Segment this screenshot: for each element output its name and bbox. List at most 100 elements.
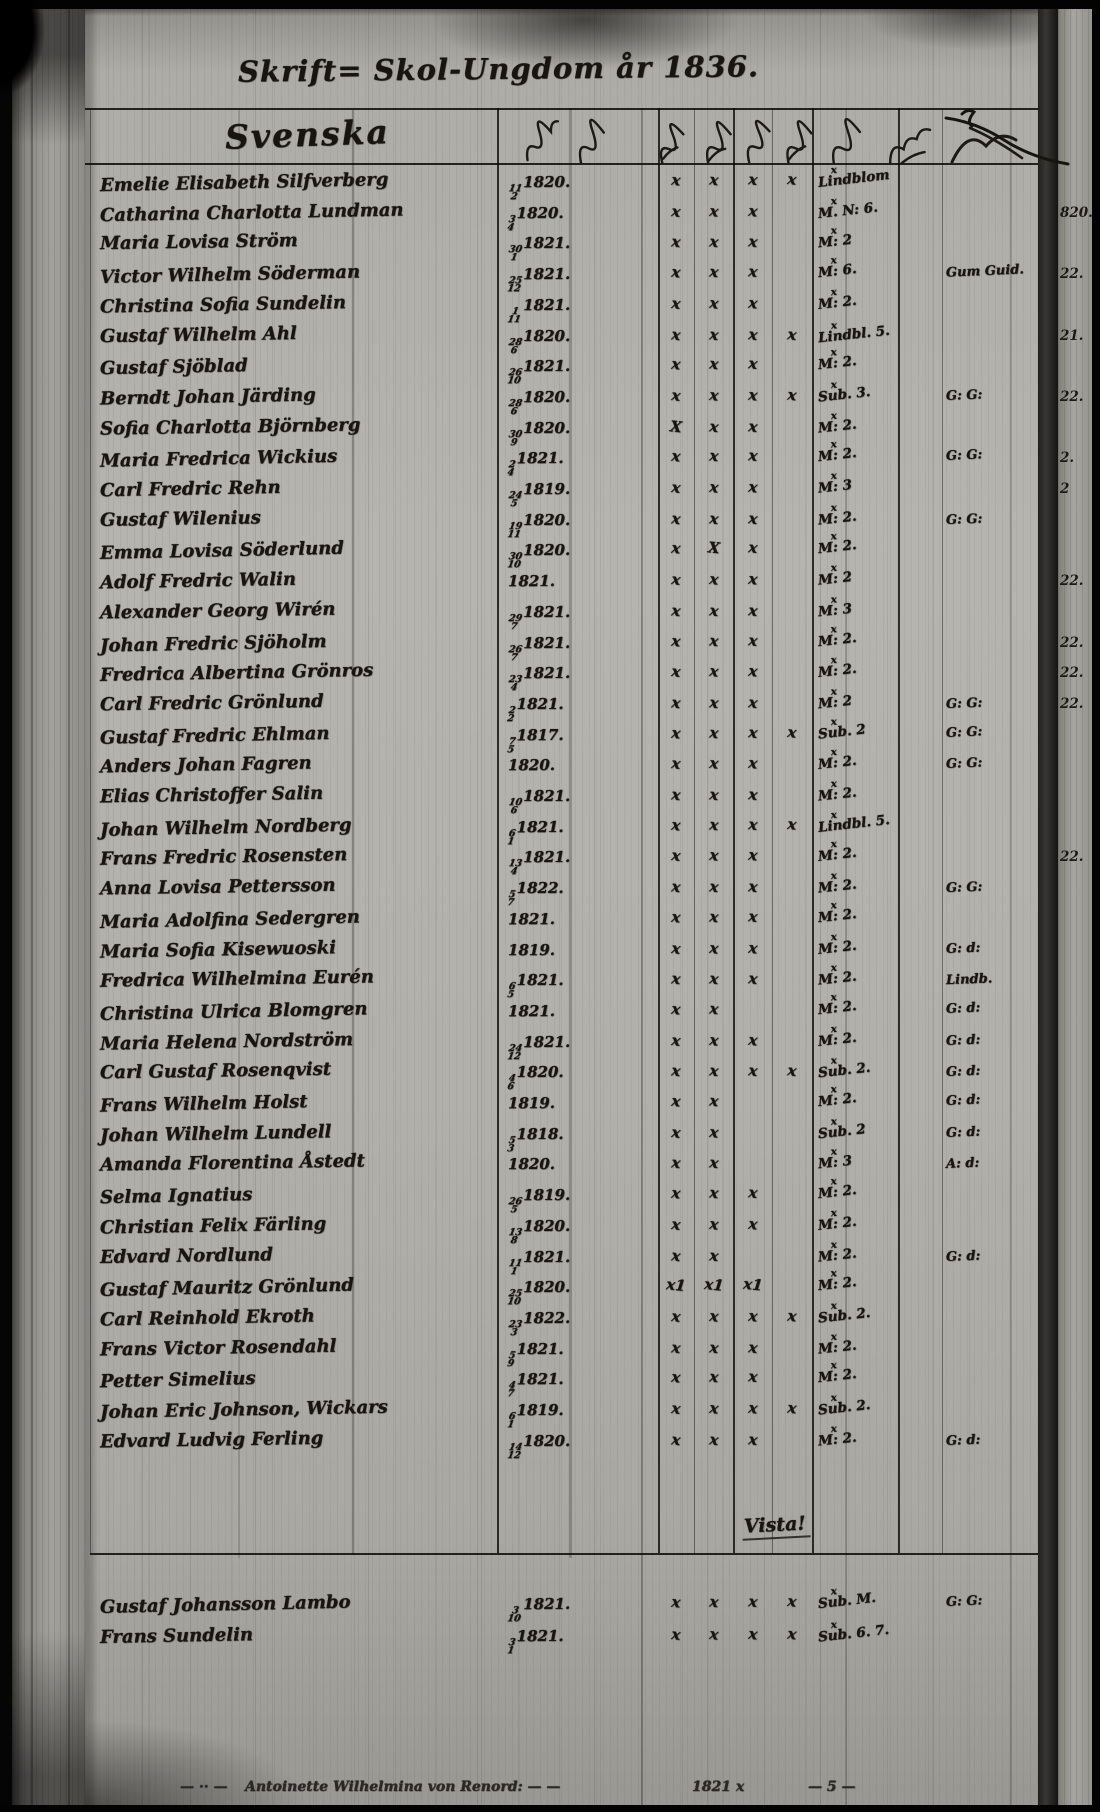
grade-note: x M: 2. [817, 900, 857, 926]
attendance-mark: x [670, 202, 682, 221]
table-row: Gustaf Wilhelm Ahl 28 6 1820. x x x x x Lindbl. 5… [0, 320, 1100, 356]
table-row: Gustaf Wilenius 19 11 1820. x x x x M: 2. G: G: [0, 503, 1100, 541]
attendance-mark: x [708, 1153, 720, 1173]
grade-note: x M: 3 [817, 1146, 853, 1172]
birth-date: 1819. [508, 941, 555, 959]
grade-text: Sub. 2. [817, 1396, 872, 1419]
student-name: Maria Sofia Kisewuoski [99, 937, 337, 963]
birth-year: 1820. [523, 1216, 571, 1236]
birth-date: 3 1 1821. [506, 1626, 564, 1656]
birth-year: 1821. [523, 233, 571, 253]
column-rule [772, 108, 773, 1553]
attendance-mark: x [747, 693, 759, 713]
birth-date: 1821. [508, 910, 555, 928]
attendance-mark: x [670, 1091, 682, 1111]
grade-text: Sub. M. [817, 1589, 877, 1613]
attendance-mark: x [747, 661, 759, 681]
birth-date: 13 4 1821. [508, 848, 570, 877]
birth-date: 25 12 1821. [507, 264, 571, 295]
birth-date: 7 5 1817. [506, 726, 564, 756]
grade-note: x M: 2. [817, 287, 857, 313]
birth-day-month: 3 10 [506, 1605, 522, 1625]
birth-date: 4 7 1821. [507, 1370, 564, 1399]
birth-date: 23 4 1821. [508, 664, 570, 693]
birth-year: 1821. [507, 909, 556, 929]
grade-note: x M: 2. [817, 655, 857, 681]
student-name: Adolf Fredric Walin [99, 568, 297, 594]
student-name: Frans Sundelin [99, 1624, 254, 1649]
grade-text: M: 6. [817, 260, 858, 282]
birth-date: 26 10 1821. [507, 356, 571, 387]
attendance-mark: x [670, 693, 682, 713]
grade-note: x M: 2. [817, 1268, 857, 1294]
scan-streak [845, 108, 847, 1808]
birth-day-month: 14 12 [506, 1442, 524, 1462]
grade-text: M: 2. [817, 784, 858, 805]
attendance-mark: x [708, 785, 720, 805]
attendance-mark: x [708, 601, 720, 621]
attendance-mark: x [747, 170, 759, 189]
grade-note: x M: 2. [817, 992, 857, 1018]
attendance-mark: x [708, 201, 720, 221]
birth-year: 1819. [507, 1093, 556, 1113]
birth-day-month: 13 8 [507, 1227, 524, 1247]
attendance-mark: x [786, 1061, 798, 1080]
birth-year: 1822. [523, 1308, 571, 1328]
student-name: Alexander Georg Wirén [99, 598, 336, 624]
student-name: Christian Felix Färling [99, 1213, 327, 1239]
table-row: Amanda Florentina Åstedt 1820. x x x M: 3 A: d… [0, 1146, 1100, 1183]
margin-note: G: d: [945, 1248, 981, 1265]
attendance-mark: x [708, 354, 720, 374]
grade-text: M: 2. [817, 352, 858, 374]
attendance-mark: x [786, 325, 798, 344]
attendance-mark: x [747, 1214, 759, 1234]
student-name: Gustaf Johansson Lambo [99, 1591, 351, 1618]
table-bottom-rule [90, 1553, 1038, 1555]
attendance-mark: x [786, 722, 798, 742]
table-row: Edvard Nordlund 11 1 1821. x x x M: 2. G: d: [0, 1240, 1100, 1278]
margin-note: G: G: [945, 695, 983, 712]
edge-note: 22. [1060, 389, 1084, 405]
birth-year: 1821. [516, 694, 564, 714]
birth-date: 1819. [508, 1094, 555, 1112]
edge-note: 2 [1060, 481, 1070, 497]
grade-text: Sub. 2. [817, 1059, 872, 1082]
attendance-mark: x [747, 907, 759, 926]
table-row: Carl Reinhold Ekroth 23 3 1822. x x x x x Sub. 2. [0, 1300, 1100, 1339]
attendance-mark: x [670, 1625, 682, 1644]
student-name: Anna Lovisa Pettersson [99, 874, 336, 900]
grade-text: Sub. 2. [817, 1304, 872, 1327]
attendance-mark: x [670, 538, 682, 558]
attendance-mark: x [708, 417, 720, 437]
table-row: Elias Christoffer Salin 10 6 1821. x x x x M: 2. [0, 779, 1100, 817]
birth-year: 1821. [516, 1626, 564, 1646]
attendance-mark: x [747, 509, 759, 529]
table-header-rule [85, 163, 1038, 165]
attendance-mark: x1 [665, 1275, 687, 1296]
attendance-mark: x [708, 723, 720, 743]
adjacent-page-sliver [1058, 0, 1092, 1812]
table-row: Christian Felix Färling 13 8 1820. x x x x M: 2. [0, 1208, 1100, 1247]
attendance-mark: x [747, 1338, 759, 1358]
birth-year: 1821. [523, 264, 571, 284]
birth-year: 1820. [523, 1277, 571, 1297]
birth-year: 1821. [523, 356, 571, 376]
attendance-mark: x [708, 170, 720, 190]
attendance-mark: x [708, 1367, 720, 1387]
margin-note: G: G: [945, 511, 983, 528]
grade-note: x M: 2 [817, 563, 853, 589]
attendance-mark: x [708, 262, 720, 282]
grade-note: x Sub. 2. [817, 1392, 872, 1419]
edge-note: 22. [1060, 635, 1084, 651]
margin-note: A: d: [945, 1155, 980, 1172]
attendance-mark: x [708, 845, 720, 865]
birth-date: 2 2 1821. [506, 694, 564, 725]
student-name: Johan Wilhelm Lundell [99, 1121, 332, 1147]
attendance-mark: x [786, 1306, 798, 1326]
birth-day-month: 26 5 [507, 1196, 523, 1216]
grade-text: M: 2 [817, 692, 853, 713]
